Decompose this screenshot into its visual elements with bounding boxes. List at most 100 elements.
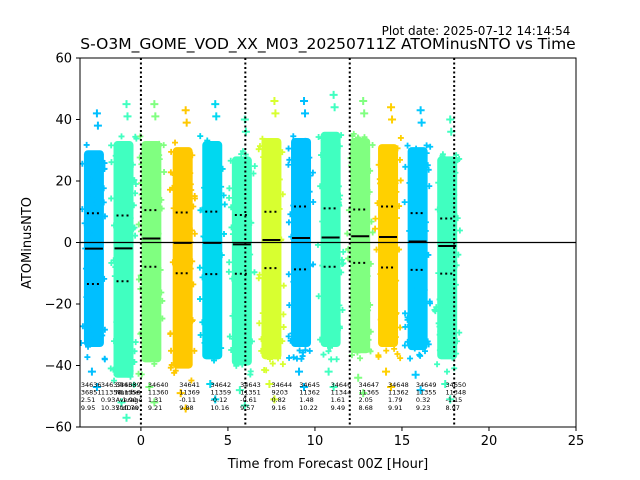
data-point: [443, 332, 450, 339]
data-point: [439, 301, 446, 308]
data-point: [83, 223, 90, 230]
outlier-point: [271, 109, 280, 118]
data-point: [191, 347, 198, 354]
data-point: [263, 349, 270, 356]
series-band: [261, 137, 282, 360]
data-point: [273, 194, 280, 201]
data-point: [127, 215, 134, 222]
data-point: [417, 199, 424, 206]
data-point: [453, 152, 460, 159]
data-point: [324, 305, 331, 312]
data-point: [244, 184, 251, 191]
data-point: [394, 145, 401, 152]
data-point: [394, 350, 401, 357]
x-tick-label: 5: [224, 434, 232, 449]
data-point: [132, 180, 139, 187]
series-band: [141, 141, 162, 363]
data-point: [236, 309, 243, 316]
data-point: [355, 253, 362, 260]
data-point: [196, 264, 203, 271]
outlier-point: [387, 383, 396, 392]
outlier-point: [411, 370, 420, 379]
data-point: [235, 358, 242, 365]
data-point: [266, 356, 273, 363]
data-point: [261, 366, 268, 373]
data-point: [397, 355, 404, 362]
data-point: [135, 221, 142, 228]
data-point: [317, 183, 324, 190]
data-point: [368, 218, 375, 225]
data-point: [298, 248, 305, 255]
data-point: [437, 328, 444, 335]
data-point: [131, 348, 138, 355]
data-point: [302, 290, 309, 297]
orbit-stats-label: 34641 11369 -0.11 9.88: [179, 381, 200, 412]
data-point: [178, 182, 185, 189]
data-point: [358, 175, 365, 182]
data-point: [361, 134, 368, 141]
series-1: [107, 100, 140, 422]
outlier-point: [123, 112, 132, 121]
data-point: [204, 303, 211, 310]
data-point: [80, 323, 86, 330]
data-point: [87, 230, 94, 237]
data-point: [285, 145, 292, 152]
data-point: [401, 199, 408, 206]
data-point: [89, 161, 96, 168]
data-point: [248, 219, 255, 226]
data-point: [375, 353, 382, 360]
data-point: [454, 157, 461, 164]
data-point: [212, 233, 219, 240]
data-point: [100, 185, 107, 192]
data-point: [169, 259, 176, 266]
orbit-stats-label: 34638 Number Average StdDev: [116, 381, 143, 412]
data-point: [233, 302, 240, 309]
data-point: [108, 159, 115, 166]
data-point: [272, 302, 279, 309]
data-point: [221, 201, 228, 208]
outlier-point: [324, 367, 333, 376]
data-point: [357, 308, 364, 315]
data-point: [412, 287, 419, 294]
data-point: [408, 307, 415, 314]
data-point: [132, 190, 139, 197]
data-point: [233, 201, 240, 208]
data-point: [383, 155, 390, 162]
data-point: [454, 338, 461, 345]
series-9: [344, 97, 376, 398]
outlier-point: [92, 383, 101, 392]
data-point: [404, 316, 411, 323]
data-point: [307, 172, 314, 179]
data-point: [401, 342, 408, 349]
data-point: [216, 202, 223, 209]
data-point: [455, 251, 462, 258]
data-point: [99, 332, 106, 339]
data-point: [88, 285, 95, 292]
data-point: [269, 360, 276, 367]
data-point: [355, 135, 362, 142]
data-point: [175, 292, 182, 299]
data-point: [296, 347, 303, 354]
data-point: [289, 330, 296, 337]
series-7: [285, 97, 317, 392]
data-point: [336, 323, 343, 330]
orbit-stats-label: 34647 11365 2.05 8.68: [358, 381, 379, 412]
data-point: [172, 262, 179, 269]
data-point: [285, 271, 292, 278]
data-point: [420, 204, 427, 211]
data-point: [143, 272, 150, 279]
data-point: [300, 298, 307, 305]
data-point: [236, 216, 243, 223]
series-band: [378, 144, 399, 348]
data-point: [406, 321, 413, 328]
data-point: [293, 191, 300, 198]
data-point: [354, 333, 361, 340]
data-point: [108, 142, 115, 149]
data-point: [271, 244, 278, 251]
data-point: [412, 220, 419, 227]
data-point: [119, 325, 126, 332]
data-point: [387, 321, 394, 328]
outlier-point: [122, 413, 131, 422]
data-point: [301, 152, 308, 159]
data-point: [280, 311, 287, 318]
